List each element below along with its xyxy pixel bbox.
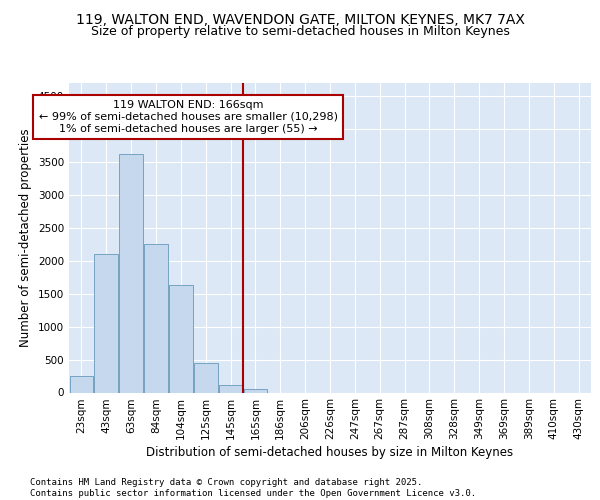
X-axis label: Distribution of semi-detached houses by size in Milton Keynes: Distribution of semi-detached houses by … xyxy=(146,446,514,460)
Bar xyxy=(94,254,118,392)
Text: 119, WALTON END, WAVENDON GATE, MILTON KEYNES, MK7 7AX: 119, WALTON END, WAVENDON GATE, MILTON K… xyxy=(76,12,524,26)
Bar xyxy=(144,244,168,392)
Text: Size of property relative to semi-detached houses in Milton Keynes: Size of property relative to semi-detach… xyxy=(91,25,509,38)
Bar xyxy=(219,385,242,392)
Bar xyxy=(169,285,193,393)
Y-axis label: Number of semi-detached properties: Number of semi-detached properties xyxy=(19,128,32,347)
Text: Contains HM Land Registry data © Crown copyright and database right 2025.
Contai: Contains HM Land Registry data © Crown c… xyxy=(30,478,476,498)
Bar xyxy=(119,154,143,392)
Bar xyxy=(194,363,218,392)
Bar xyxy=(244,389,267,392)
Text: 119 WALTON END: 166sqm
← 99% of semi-detached houses are smaller (10,298)
1% of : 119 WALTON END: 166sqm ← 99% of semi-det… xyxy=(39,100,338,134)
Bar xyxy=(70,376,93,392)
